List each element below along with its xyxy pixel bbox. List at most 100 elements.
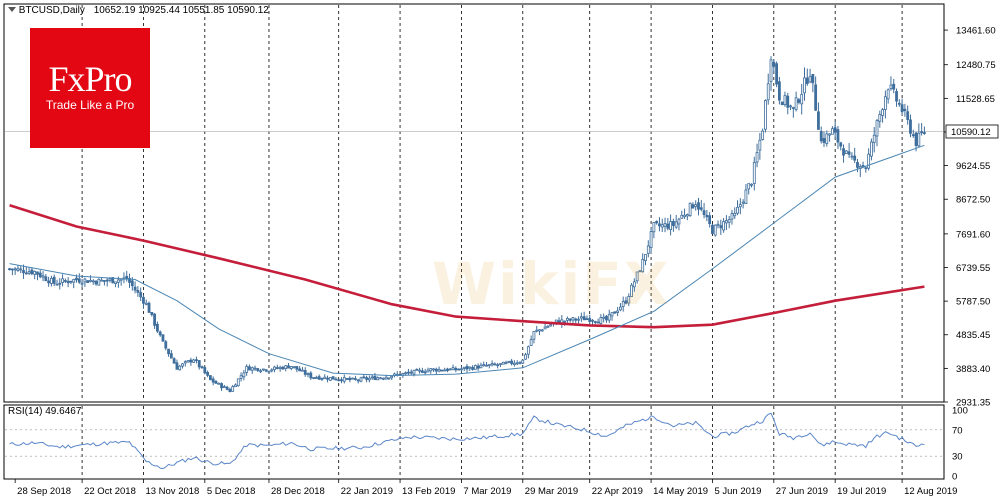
candle-body (473, 365, 477, 370)
candle-body (694, 204, 698, 207)
candle-body (646, 245, 650, 254)
symbol-label: BTCUSD,Daily (18, 5, 85, 16)
price-tick-label: 3883.40 (956, 364, 990, 375)
candle-body (588, 318, 592, 322)
candle-body (111, 277, 115, 284)
candle-body (819, 130, 823, 142)
candle-body (713, 224, 717, 236)
candle-body (518, 361, 522, 364)
candle-body (752, 162, 756, 184)
candle-body (800, 93, 804, 105)
candle-body (471, 366, 474, 370)
candle-body (764, 100, 767, 130)
candle-body (331, 376, 335, 380)
candle-body (52, 276, 56, 284)
time-tick-label: 22 Jan 2019 (341, 486, 393, 497)
candle-body (387, 377, 391, 380)
candle-body (805, 77, 809, 85)
candle-body (711, 224, 714, 234)
candle-body (613, 311, 617, 314)
rsi-level-lines (5, 429, 943, 457)
candle-body (602, 316, 606, 319)
candle-body (571, 317, 575, 321)
candle-body (337, 379, 341, 382)
candle-body (404, 372, 408, 375)
candle-body (103, 280, 106, 282)
candle-body (814, 84, 818, 111)
candle-body (797, 99, 801, 103)
candle-body (376, 377, 380, 381)
candle-body (58, 282, 62, 285)
candle-body (89, 279, 92, 282)
candle-body (75, 277, 78, 281)
candle-body (529, 339, 533, 346)
candle-body (69, 280, 73, 283)
candle-body (658, 223, 661, 227)
candle-body (27, 271, 31, 274)
candle-body (803, 77, 806, 94)
candle-body (423, 371, 427, 374)
candle-body (591, 319, 594, 322)
candle-body (55, 283, 59, 286)
candle-body (878, 114, 882, 122)
candle-body (772, 61, 776, 67)
candle-body (875, 120, 879, 137)
time-tick-label: 27 Jun 2019 (776, 486, 828, 497)
candle-body (147, 302, 151, 313)
candle-body (635, 271, 639, 282)
candle-body (579, 316, 583, 319)
time-tick-label: 28 Sep 2018 (17, 486, 71, 497)
candle-body (554, 319, 558, 323)
candle-body (660, 224, 664, 228)
dropdown-arrow-icon[interactable] (8, 7, 16, 12)
candle-body (680, 214, 684, 219)
candle-body (616, 310, 620, 313)
rsi-tick-label: 70 (952, 425, 963, 436)
candle-body (786, 95, 790, 108)
vertical-gridlines (81, 5, 903, 478)
candle-body (348, 377, 352, 381)
candle-body (864, 167, 868, 170)
candle-body (585, 318, 589, 321)
candle-body (108, 278, 112, 281)
candle-body (833, 127, 837, 133)
candle-body (685, 214, 689, 217)
candle-body (214, 381, 218, 384)
candle-body (897, 102, 901, 105)
candle-body (407, 371, 410, 374)
candle-body (462, 366, 466, 369)
candle-body (619, 306, 622, 311)
candle-body (10, 268, 14, 271)
candle-body (197, 360, 201, 368)
candle-body (649, 231, 653, 248)
rsi-tick-label: 30 (952, 452, 963, 463)
candle-body (794, 97, 798, 110)
candle-body (309, 372, 313, 379)
candle-body (63, 280, 67, 282)
candle-body (674, 221, 678, 228)
candle-body (284, 365, 288, 369)
time-tick-label: 14 May 2019 (653, 486, 708, 497)
candle-body (825, 133, 829, 144)
candle-body (150, 312, 154, 315)
candle-body (72, 278, 76, 283)
candle-body (211, 378, 215, 383)
candle-body (446, 368, 449, 372)
time-tick-label: 28 Dec 2018 (271, 486, 325, 497)
candle-body (822, 138, 826, 143)
candle-body (334, 378, 338, 381)
time-axis: 28 Sep 2018 22 Oct 2018 13 Nov 2018 5 Dec 2… (14, 479, 957, 497)
candle-body (94, 280, 98, 285)
candle-body (688, 202, 692, 217)
candle-body (175, 362, 179, 370)
candle-body (326, 377, 329, 380)
candle-body (479, 364, 483, 369)
rsi-line (9, 412, 925, 470)
candle-body (303, 370, 307, 375)
candle-body (702, 210, 706, 216)
candle-body (733, 212, 737, 217)
candle-body (744, 189, 748, 205)
candle-body (738, 204, 742, 208)
candle-body (532, 330, 536, 340)
candle-body (158, 331, 162, 336)
